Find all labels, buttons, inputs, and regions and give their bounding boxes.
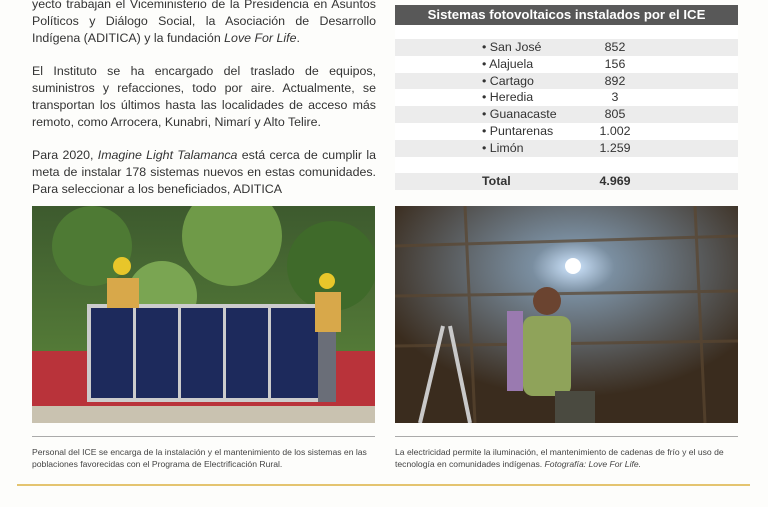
province-name: • Guanacaste (482, 107, 557, 122)
system-count: 1.002 (599, 123, 631, 138)
province-name: • Heredia (482, 90, 534, 105)
photo-solar-panel-installation (32, 206, 375, 423)
table-row: • Cartago 892 (395, 72, 738, 90)
province-name: • Alajuela (482, 56, 534, 71)
province-name: • Puntarenas (482, 123, 554, 138)
province-name: • San José (482, 40, 542, 54)
footer-rule (17, 484, 750, 486)
system-count: 3 (611, 90, 619, 105)
article-text: yecto trabajan el Viceministerio de la P… (32, 0, 376, 214)
systems-table: Sistemas fotovoltaicos instalados por el… (395, 5, 738, 191)
caption-right: La electricidad permite la iluminación, … (395, 447, 724, 469)
total-value: 4.969 (599, 174, 631, 189)
total-label: Total (482, 174, 511, 189)
system-count: 805 (604, 107, 626, 122)
paragraph-1: yecto trabajan el Viceministerio de la P… (32, 0, 376, 45)
table-row: • Heredia 3 (395, 89, 738, 107)
photo-woman-with-lightbulb (395, 206, 738, 423)
table-row: • Alajuela 156 (395, 55, 738, 73)
system-count: 852 (604, 40, 626, 54)
caption-divider-left (32, 436, 375, 437)
table-spacer (395, 156, 738, 174)
table-row: • Limón 1.259 (395, 139, 738, 157)
paragraph-2: El Instituto se ha encargado del traslad… (32, 64, 376, 129)
caption-divider-right (395, 436, 738, 437)
province-name: • Limón (482, 140, 524, 155)
system-count: 1.259 (599, 140, 631, 155)
table-spacer (395, 25, 738, 39)
table-row: • San José 852 (395, 39, 738, 56)
table-total-row: Total 4.969 (395, 173, 738, 191)
paragraph-3: Para 2020, Imagine Light Talamanca está … (32, 148, 376, 196)
system-count: 892 (604, 73, 626, 88)
system-count: 156 (604, 56, 626, 71)
table-title: Sistemas fotovoltaicos instalados por el… (395, 5, 738, 25)
table-row: • Puntarenas 1.002 (395, 122, 738, 140)
table-row: • Guanacaste 805 (395, 106, 738, 123)
caption-left: Personal del ICE se encarga de la instal… (32, 447, 367, 469)
province-name: • Cartago (482, 73, 534, 88)
